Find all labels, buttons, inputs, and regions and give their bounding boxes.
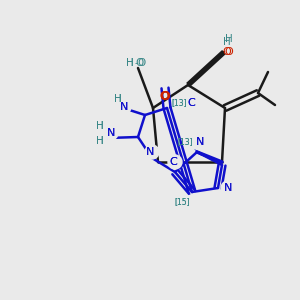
Text: N: N (224, 183, 232, 193)
Text: C: C (169, 157, 177, 167)
Text: [13]: [13] (171, 98, 187, 107)
Text: O: O (138, 58, 146, 68)
Text: O: O (160, 89, 170, 103)
Text: C: C (187, 98, 195, 108)
Text: N: N (146, 147, 154, 157)
Text: [13]: [13] (177, 137, 193, 146)
Circle shape (104, 126, 118, 140)
Text: O: O (160, 89, 170, 103)
Text: O: O (225, 47, 233, 57)
Text: H: H (225, 34, 233, 44)
Text: H: H (114, 94, 122, 104)
Text: [13]: [13] (177, 137, 193, 146)
Text: O: O (223, 47, 231, 57)
Text: H: H (114, 94, 122, 104)
Text: N: N (120, 102, 128, 112)
Circle shape (178, 96, 192, 110)
Circle shape (190, 135, 204, 149)
Text: N: N (107, 128, 115, 138)
Text: C: C (187, 98, 195, 108)
Text: N: N (224, 183, 232, 193)
Text: N: N (196, 137, 204, 147)
Text: H: H (126, 58, 134, 68)
Text: [15]: [15] (174, 197, 190, 206)
Circle shape (117, 100, 131, 114)
Text: H: H (96, 136, 104, 146)
Text: [13]: [13] (171, 98, 187, 107)
Circle shape (185, 195, 199, 209)
Text: N: N (107, 128, 115, 138)
Text: H: H (96, 121, 104, 131)
Text: O: O (135, 58, 143, 68)
Text: C: C (169, 157, 177, 167)
Text: H: H (96, 121, 104, 131)
Circle shape (221, 181, 235, 195)
Text: N: N (196, 137, 204, 147)
Text: N: N (146, 147, 154, 157)
Text: [15]: [15] (174, 197, 190, 206)
Text: -: - (134, 58, 138, 68)
Polygon shape (194, 149, 222, 162)
Circle shape (145, 145, 159, 159)
Text: H: H (96, 136, 104, 146)
Text: H: H (126, 58, 134, 68)
Text: N: N (120, 102, 128, 112)
Circle shape (168, 155, 182, 169)
Text: H: H (223, 37, 231, 47)
